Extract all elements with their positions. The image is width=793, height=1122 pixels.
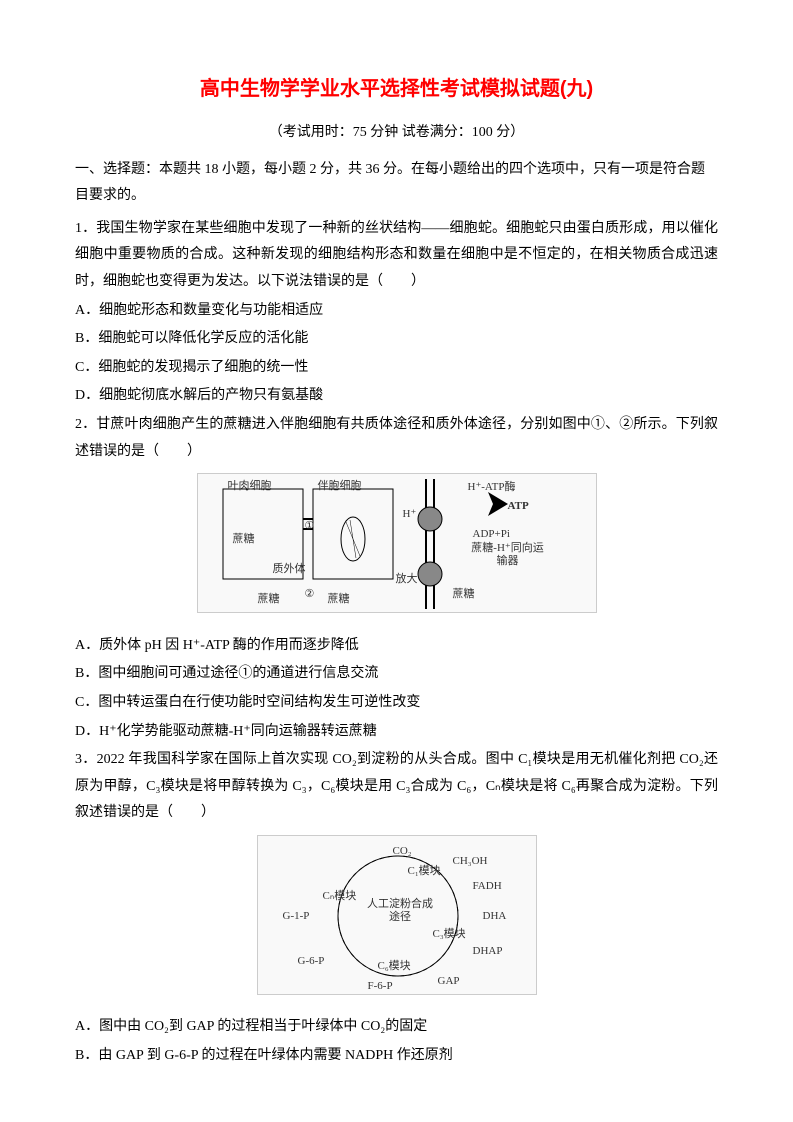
q2-stem: 2．甘蔗叶肉细胞产生的蔗糖进入伴胞细胞有共质体途径和质外体途径，分别如图中①、②… xyxy=(75,412,718,465)
exam-subtitle: （考试用时：75 分钟 试卷满分：100 分） xyxy=(75,120,718,147)
q3-label-co2: CO₂ xyxy=(393,841,412,862)
q2-optB: B．图中细胞间可通过途径①的通道进行信息交流 xyxy=(75,661,718,688)
q3-label-g1p: G-1-P xyxy=(283,906,310,927)
q2-optA: A．质外体 pH 因 H⁺-ATP 酶的作用而逐步降低 xyxy=(75,633,718,660)
q2-label-hplus: H⁺ xyxy=(403,504,417,525)
q3-label-c3: C₃模块 xyxy=(433,924,466,945)
q3-label-dhap: DHAP xyxy=(473,941,503,962)
q2-label-companion: 伴胞细胞 xyxy=(318,476,362,497)
q2-label-symporter: 蔗糖-H⁺同向运输器 xyxy=(468,542,548,568)
q1-optC: C．细胞蛇的发现揭示了细胞的统一性 xyxy=(75,355,718,382)
q3-label-c6: C₆模块 xyxy=(378,956,411,977)
q2-optD: D．H⁺化学势能驱动蔗糖-H⁺同向运输器转运蔗糖 xyxy=(75,719,718,746)
q2-label-leafcell: 叶肉细胞 xyxy=(228,476,272,497)
q2-label-sucrose4: 蔗糖 xyxy=(453,584,475,605)
q3-label-cn: Cₙ模块 xyxy=(323,886,357,907)
q3-stem: 3．2022 年我国科学家在国际上首次实现 CO₂到淀粉的从头合成。图中 C₁模… xyxy=(75,747,718,827)
section1-header: 一、选择题：本题共 18 小题，每小题 2 分，共 36 分。在每小题给出的四个… xyxy=(75,157,718,210)
q2-label-sucrose2: 蔗糖 xyxy=(258,589,280,610)
q2-figure-container: 叶肉细胞 伴胞细胞 蔗糖 质外体 蔗糖 蔗糖 放大 H⁺-ATP酶 ATP AD… xyxy=(75,473,718,625)
q3-figure: CO₂ CH₃OH C₁模块 FADH DHA DHAP GAP F-6-P G… xyxy=(257,835,537,995)
q2-label-sucrose3: 蔗糖 xyxy=(328,589,350,610)
q2-label-apoplast: 质外体 xyxy=(273,559,306,580)
q3-label-c1: C₁模块 xyxy=(408,861,441,882)
q3-label-g6p: G-6-P xyxy=(298,951,325,972)
q3-label-f6p: F-6-P xyxy=(368,976,393,997)
q3-label-pathway: 人工淀粉合成途径 xyxy=(363,898,438,924)
q3-label-ch3oh: CH₃OH xyxy=(453,851,488,872)
q2-label-atp: ATP xyxy=(508,496,529,517)
q2-label-atpase: H⁺-ATP酶 xyxy=(468,477,516,498)
q1-optA: A．细胞蛇形态和数量变化与功能相适应 xyxy=(75,298,718,325)
q2-label-enlarge: 放大 xyxy=(396,569,418,590)
q3-figure-container: CO₂ CH₃OH C₁模块 FADH DHA DHAP GAP F-6-P G… xyxy=(75,835,718,1007)
q1-optD: D．细胞蛇彻底水解后的产物只有氨基酸 xyxy=(75,383,718,410)
q2-label-path1: ① xyxy=(305,516,315,537)
q2-optC: C．图中转运蛋白在行使功能时空间结构发生可逆性改变 xyxy=(75,690,718,717)
q2-figure: 叶肉细胞 伴胞细胞 蔗糖 质外体 蔗糖 蔗糖 放大 H⁺-ATP酶 ATP AD… xyxy=(197,473,597,613)
q3-optB: B．由 GAP 到 G-6-P 的过程在叶绿体内需要 NADPH 作还原剂 xyxy=(75,1043,718,1070)
q1-optB: B．细胞蛇可以降低化学反应的活化能 xyxy=(75,326,718,353)
q3-label-gap: GAP xyxy=(438,971,460,992)
q2-label-sucrose1: 蔗糖 xyxy=(233,529,255,550)
q2-label-path2: ② xyxy=(305,584,315,605)
q1-stem: 1．我国生物学家在某些细胞中发现了一种新的丝状结构——细胞蛇。细胞蛇只由蛋白质形… xyxy=(75,216,718,296)
q3-label-fadh: FADH xyxy=(473,876,502,897)
q3-label-dha: DHA xyxy=(483,906,507,927)
exam-title: 高中生物学学业水平选择性考试模拟试题(九) xyxy=(75,70,718,108)
q3-optA: A．图中由 CO₂到 GAP 的过程相当于叶绿体中 CO₂的固定 xyxy=(75,1014,718,1041)
